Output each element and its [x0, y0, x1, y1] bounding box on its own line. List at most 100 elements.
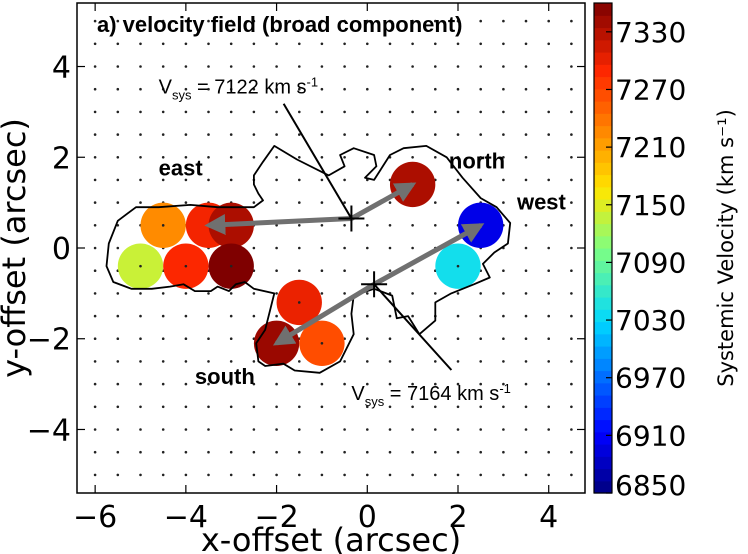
grid-dot: [252, 110, 256, 114]
grid-dot: [93, 382, 97, 386]
grid-dot: [252, 156, 256, 159]
grid-dot: [320, 156, 324, 159]
spaxel-layer: [117, 161, 504, 366]
grid-dot: [229, 19, 233, 23]
grid-dot: [570, 337, 573, 341]
grid-dot: [298, 246, 301, 250]
grid-dot: [229, 450, 233, 454]
grid-dot: [502, 450, 505, 454]
grid-dot: [524, 156, 528, 159]
x-tick-label: −4: [164, 500, 208, 535]
grid-dot: [434, 450, 437, 454]
grid-dot: [502, 42, 505, 46]
grid-dot: [366, 269, 369, 273]
grid-dot: [93, 337, 97, 341]
grid-dot: [479, 473, 483, 477]
grid-dot: [524, 337, 528, 341]
grid-dot: [388, 110, 392, 114]
grid-dot: [298, 19, 301, 23]
grid-dot: [116, 337, 120, 341]
grid-dot: [434, 201, 437, 204]
grid-dot: [298, 473, 301, 477]
colorbar-segment: [594, 125, 612, 139]
grid-dot: [161, 87, 165, 91]
grid-dot: [139, 405, 142, 409]
colorbar-segment: [594, 456, 612, 470]
x-tick-label: 2: [448, 500, 467, 535]
grid-dot: [343, 269, 346, 273]
grid-dot: [411, 224, 414, 227]
grid-dot: [275, 87, 278, 91]
grid-dot: [93, 156, 97, 159]
grid-dot: [547, 382, 550, 386]
grid-dot: [184, 382, 188, 386]
grid-dot: [252, 65, 256, 68]
grid-dot: [524, 292, 528, 295]
grid-dot: [93, 65, 97, 68]
colorbar-segment: [594, 272, 612, 286]
grid-dot: [366, 224, 369, 227]
grid-dot: [161, 405, 165, 409]
grid-dot: [570, 382, 573, 386]
grid-dot: [343, 19, 346, 23]
grid-dot: [479, 110, 483, 114]
grid-dot: [343, 224, 346, 227]
grid-dot: [524, 269, 528, 273]
y-tick-label: −2: [27, 323, 71, 358]
grid-dot: [184, 428, 188, 431]
grid-dot: [252, 19, 256, 23]
grid-dot: [139, 428, 142, 431]
colorbar-tick-label: 7030: [615, 304, 686, 337]
grid-dot: [411, 428, 414, 431]
grid-dot: [184, 65, 188, 68]
grid-dot: [298, 178, 301, 182]
grid-dot: [298, 156, 301, 159]
y-tick-label: 0: [52, 232, 71, 267]
grid-dot: [388, 269, 392, 273]
grid-dot: [456, 87, 460, 91]
grid-dot: [161, 428, 165, 431]
grid-dot: [275, 156, 278, 159]
grid-dot: [343, 87, 346, 91]
grid-dot: [93, 269, 97, 273]
grid-dot: [479, 156, 483, 159]
colorbar-segment: [594, 174, 612, 188]
grid-dot: [343, 450, 346, 454]
colorbar-segment: [594, 235, 612, 249]
grid-dot: [252, 246, 256, 250]
grid-dot: [139, 382, 142, 386]
grid-dot: [229, 42, 233, 46]
grid-dot: [320, 269, 324, 273]
grid-dot: [456, 65, 460, 68]
vsys-leader-line: [373, 283, 453, 371]
grid-dot: [524, 201, 528, 204]
grid-dot: [411, 382, 414, 386]
grid-dot: [479, 133, 483, 136]
grid-dot: [570, 246, 573, 250]
kinematic-axes-layer: [204, 182, 485, 346]
grid-dot: [275, 246, 278, 250]
grid-dot: [93, 178, 97, 182]
grid-dot: [116, 246, 120, 250]
grid-dot: [229, 292, 233, 295]
grid-dot: [139, 360, 142, 363]
x-tick-label: 4: [539, 500, 558, 535]
grid-dot: [275, 19, 278, 23]
grid-dot: [343, 382, 346, 386]
grid-dot: [388, 382, 392, 386]
colorbar-segment: [594, 3, 612, 16]
grid-dot: [116, 42, 120, 46]
grid-dot: [547, 314, 550, 318]
colorbar-segment: [594, 223, 612, 237]
colorbar-segment: [594, 382, 612, 396]
grid-dot: [456, 19, 460, 23]
colorbar-ticks: 6850 6910 6970 7030 7090 7150 7210 7270 7330: [606, 16, 686, 502]
compass-label-west: west: [516, 189, 567, 214]
grid-dot: [139, 450, 142, 454]
grid-dot: [388, 19, 392, 23]
grid-dot: [388, 201, 392, 204]
grid-dot: [184, 360, 188, 363]
colorbar-segment: [594, 309, 612, 323]
grid-dot: [229, 405, 233, 409]
colorbar-segment: [594, 431, 612, 445]
